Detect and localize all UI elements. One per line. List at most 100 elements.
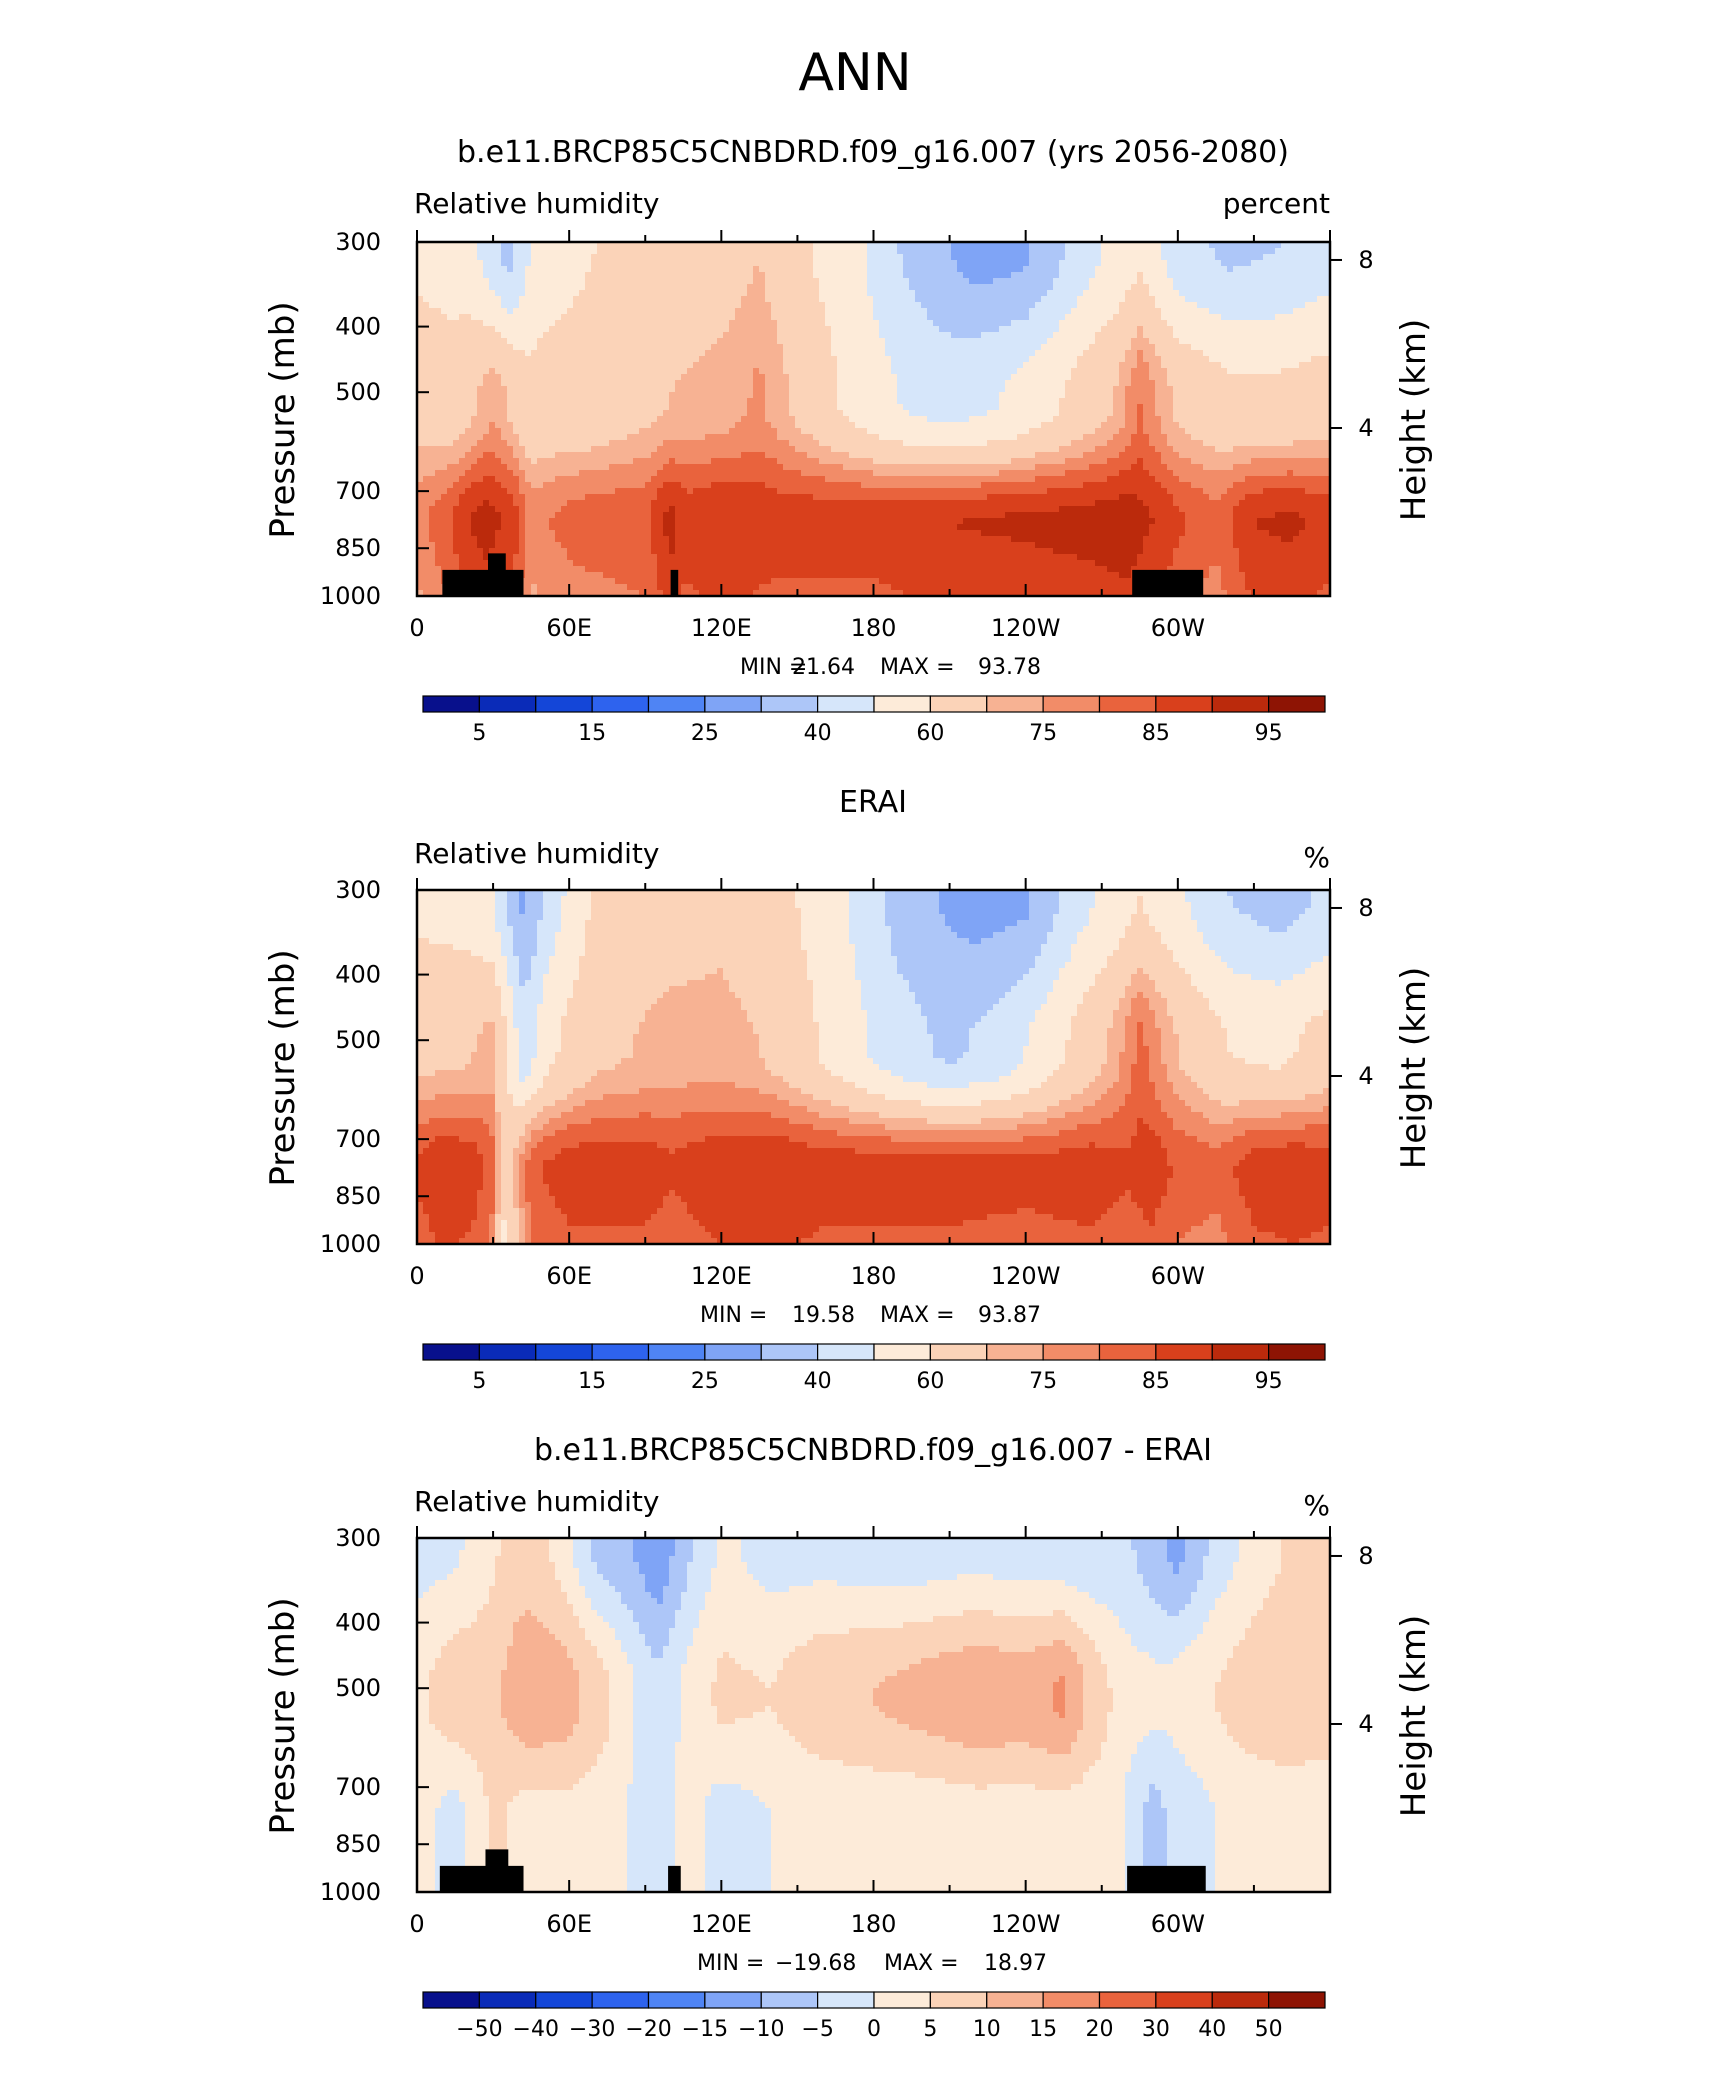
contour-cell [1011, 542, 1018, 597]
contour-cell [1281, 512, 1288, 543]
contour-cell [1281, 488, 1288, 513]
contour-cell [867, 242, 874, 297]
contour-cell [999, 494, 1006, 519]
contour-cell [711, 1238, 718, 1245]
contour-cell [501, 1718, 508, 1893]
contour-cell [1251, 1118, 1258, 1131]
contour-cell [921, 308, 928, 417]
contour-cell [987, 1100, 994, 1119]
contour-cell [1317, 962, 1324, 1017]
contour-cell [429, 542, 436, 597]
contour-cell [531, 1790, 538, 1893]
contour-cell [465, 470, 472, 489]
contour-cell [1149, 476, 1156, 519]
contour-cell [531, 1538, 538, 1617]
contour-cell [495, 1556, 502, 1893]
contour-cell [1275, 476, 1282, 489]
contour-cell [1143, 1652, 1150, 1737]
colorbar-swatch [986, 695, 1044, 713]
panel-2-min-value: 19.58 [792, 1303, 855, 1328]
contour-cell [957, 1538, 964, 1575]
contour-cell [591, 572, 598, 597]
contour-cell [1299, 1130, 1306, 1143]
contour-cell [999, 998, 1006, 1077]
contour-cell [1239, 1196, 1246, 1245]
contour-cell [1305, 476, 1312, 495]
contour-cell [717, 482, 724, 597]
contour-cell [819, 1760, 826, 1893]
contour-cell [501, 1538, 508, 1671]
contour-cell [1239, 890, 1246, 915]
contour-cell [1143, 338, 1150, 363]
contour-cell [1209, 470, 1216, 501]
contour-cell [633, 890, 640, 1035]
contour-cell [1269, 446, 1276, 459]
contour-cell [735, 1112, 742, 1137]
contour-cell [489, 476, 496, 507]
contour-cell [1257, 374, 1264, 447]
contour-cell [951, 1538, 958, 1581]
contour-cell [423, 1100, 430, 1125]
contour-cell [453, 506, 460, 555]
contour-cell [873, 500, 880, 579]
contour-cell [1041, 1214, 1048, 1245]
contour-cell [789, 1142, 796, 1245]
contour-cell [1059, 1580, 1066, 1611]
contour-cell [513, 956, 520, 1029]
contour-cell [1215, 500, 1222, 567]
contour-cell [1269, 1118, 1276, 1131]
contour-cell [1263, 1064, 1270, 1101]
contour-cell [1059, 242, 1066, 261]
contour-cell [1089, 344, 1096, 435]
contour-cell [1071, 488, 1078, 507]
contour-cell [963, 530, 970, 597]
contour-cell [465, 1754, 472, 1893]
contour-cell [1017, 1784, 1024, 1893]
contour-cell [1167, 1082, 1174, 1119]
contour-cell [549, 518, 556, 531]
panel-1-min-label: MIN = [740, 655, 807, 680]
contour-cell [1287, 1058, 1294, 1101]
contour-cell [1251, 1130, 1258, 1149]
contour-cell [621, 890, 628, 1059]
contour-cell [483, 962, 490, 1023]
contour-cell [1275, 1070, 1282, 1101]
contour-cell [993, 1214, 1000, 1245]
contour-cell [1077, 1664, 1084, 1731]
colorbar-swatch [535, 1991, 593, 2009]
contour-cell [1179, 242, 1186, 297]
contour-cell [1239, 1538, 1246, 1641]
contour-cell [1011, 320, 1018, 375]
contour-cell [873, 1154, 880, 1227]
contour-cell [993, 410, 1000, 441]
contour-cell [897, 464, 904, 477]
contour-cell [843, 242, 850, 417]
contour-cell [1191, 1772, 1198, 1893]
contour-cell [1059, 1118, 1066, 1131]
contour-cell [633, 1142, 640, 1227]
contour-cell [741, 482, 748, 597]
contour-cell [789, 416, 796, 447]
contour-cell [1005, 512, 1012, 537]
contour-cell [1119, 1106, 1126, 1149]
contour-cell [927, 1736, 934, 1779]
contour-cell [609, 1628, 616, 1893]
contour-cell [555, 1742, 562, 1791]
contour-cell [843, 500, 850, 579]
contour-cell [795, 242, 802, 429]
contour-cell [501, 1220, 508, 1245]
colorbar-swatch [817, 695, 875, 713]
contour-cell [909, 992, 916, 1083]
contour-cell [951, 242, 958, 261]
contour-cell [537, 890, 544, 921]
contour-cell [1167, 446, 1174, 471]
contour-cell [639, 242, 646, 429]
contour-cell [885, 1100, 892, 1119]
contour-cell [513, 308, 520, 351]
contour-cell [939, 476, 946, 489]
contour-cell [1281, 542, 1288, 597]
contour-cell [867, 1094, 874, 1113]
contour-cell [531, 488, 538, 585]
contour-cell [1161, 998, 1168, 1065]
contour-cell [819, 1064, 826, 1101]
